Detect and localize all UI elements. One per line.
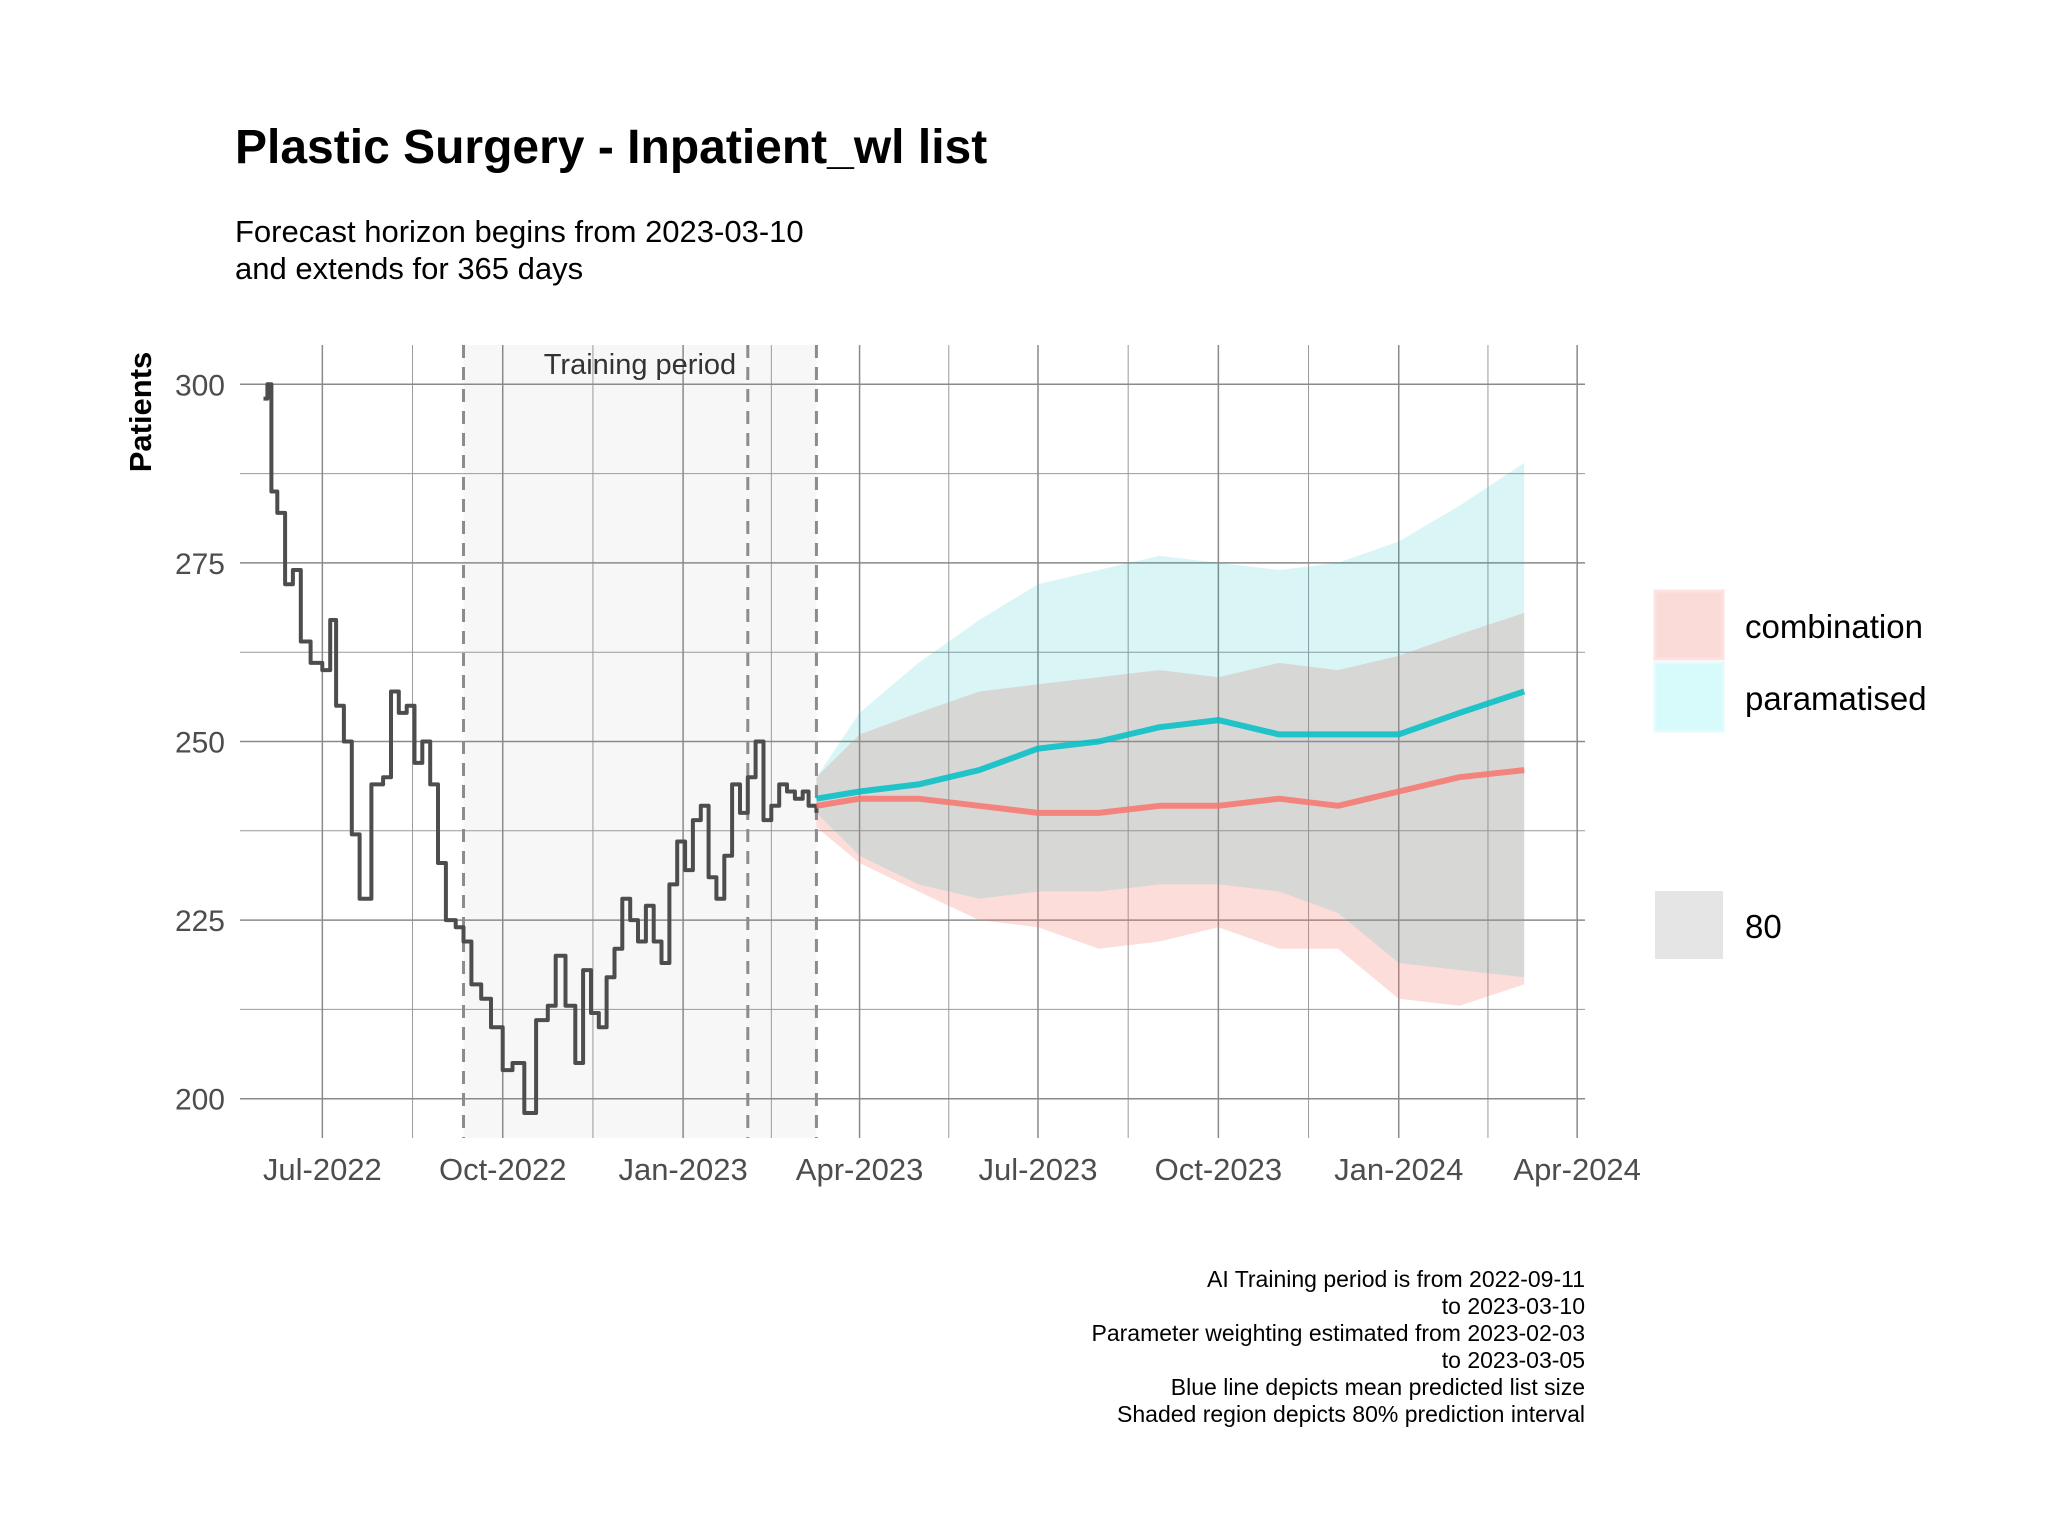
observed-series-line: [263, 382, 819, 1115]
caption: AI Training period is from 2022-09-11 to…: [1092, 1266, 1585, 1427]
legend-label-combination: combination: [1745, 608, 1923, 645]
caption-line-4: to 2023-03-05: [1442, 1347, 1585, 1373]
chart-title: Plastic Surgery - Inpatient_wl list: [235, 121, 987, 174]
x-tick-label: Jan-2023: [618, 1152, 747, 1187]
legend-swatch-combination: [1653, 589, 1725, 661]
mean-line-paramatised: [815, 688, 1526, 802]
chart-subtitle-line-1: Forecast horizon begins from 2023-03-10: [235, 214, 804, 249]
interval-band-combination: [816, 612, 1525, 1006]
x-tick-label: Jul-2023: [979, 1152, 1098, 1187]
legend-label-paramatised: paramatised: [1745, 680, 1927, 717]
y-axis-title: Patients: [123, 352, 158, 473]
caption-line-2: to 2023-03-10: [1442, 1293, 1585, 1319]
y-tick-label: 300: [175, 369, 225, 402]
legend-label-interval: 80: [1745, 908, 1782, 945]
y-tick-label: 275: [175, 548, 225, 581]
legend: combination paramatised 80: [1653, 589, 1927, 959]
x-tick-label: Apr-2024: [1513, 1152, 1641, 1187]
caption-line-1: AI Training period is from 2022-09-11: [1207, 1266, 1585, 1292]
caption-line-6: Shaded region depicts 80% prediction int…: [1117, 1401, 1585, 1427]
x-tick-label: Apr-2023: [796, 1152, 924, 1187]
y-tick-label: 200: [175, 1084, 225, 1117]
x-tick-label: Oct-2022: [439, 1152, 567, 1187]
y-tick-label: 250: [175, 727, 225, 760]
legend-swatch-paramatised: [1653, 661, 1725, 733]
plot-panel: 200 225 250 275 300 Jul-2022 Oct-2022 Jan-2023 A…: [175, 345, 1641, 1187]
caption-line-5: Blue line depicts mean predicted list si…: [1171, 1374, 1585, 1400]
interval-band-paramatised: [816, 462, 1525, 978]
x-tick-label: Oct-2023: [1155, 1152, 1283, 1187]
legend-swatch-interval: [1655, 891, 1723, 959]
x-tick-label: Jan-2024: [1334, 1152, 1463, 1187]
training-period-label: Training period: [544, 349, 736, 381]
x-tick-label: Jul-2022: [263, 1152, 382, 1187]
mean-line-combination: [815, 767, 1525, 816]
chart-subtitle-line-2: and extends for 365 days: [235, 251, 583, 286]
caption-line-3: Parameter weighting estimated from 2023-…: [1092, 1320, 1585, 1346]
y-tick-label: 225: [175, 905, 225, 938]
